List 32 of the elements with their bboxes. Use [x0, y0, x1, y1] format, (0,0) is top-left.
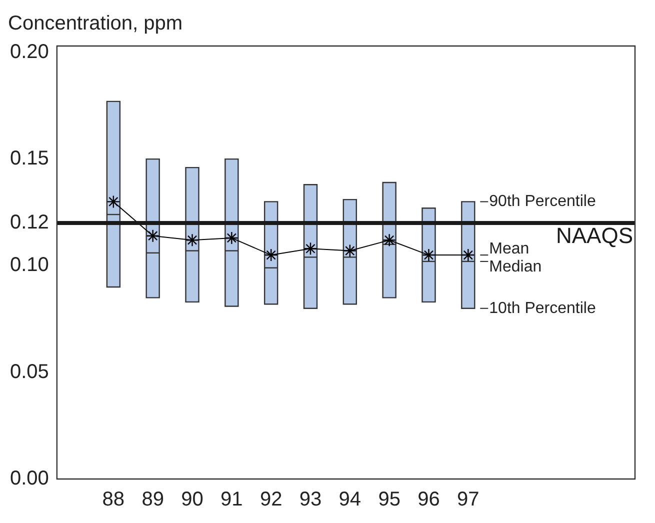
annotation: Mean [489, 240, 530, 258]
x-tick-label: 94 [338, 488, 362, 511]
ref-line-label: NAAQS [556, 223, 633, 248]
x-tick-label: 93 [299, 488, 322, 511]
y-tick-label: 0.12 [10, 212, 49, 234]
x-tick-label: 95 [378, 488, 400, 511]
x-tick-label: 92 [260, 488, 282, 511]
y-tick-label: 0.00 [10, 468, 49, 490]
point [422, 248, 436, 262]
point [304, 242, 318, 256]
point [186, 234, 199, 247]
point [225, 231, 238, 245]
point [462, 248, 475, 262]
y-tick-label: 0.15 [10, 148, 49, 170]
point [343, 244, 357, 258]
annotation: 90th Percentile [489, 193, 596, 210]
x-tick-label: 90 [181, 488, 204, 511]
point [264, 248, 278, 262]
y-axis-title: Concentration, ppm [8, 12, 183, 35]
x-tick-label: 97 [457, 488, 480, 511]
annotation: 10th Percentile [489, 300, 596, 317]
x-tick-label: 88 [102, 488, 125, 511]
y-tick-label: 0.10 [10, 254, 49, 276]
point [106, 195, 120, 208]
point [382, 234, 396, 247]
y-tick-label: 0.05 [10, 360, 49, 383]
x-tick-label: 91 [220, 488, 243, 511]
annotation: Median [489, 258, 542, 276]
x-tick-label: 89 [142, 488, 164, 511]
point [146, 229, 160, 242]
x-tick-label: 96 [418, 488, 440, 511]
y-tick-label: 0.20 [10, 40, 49, 63]
